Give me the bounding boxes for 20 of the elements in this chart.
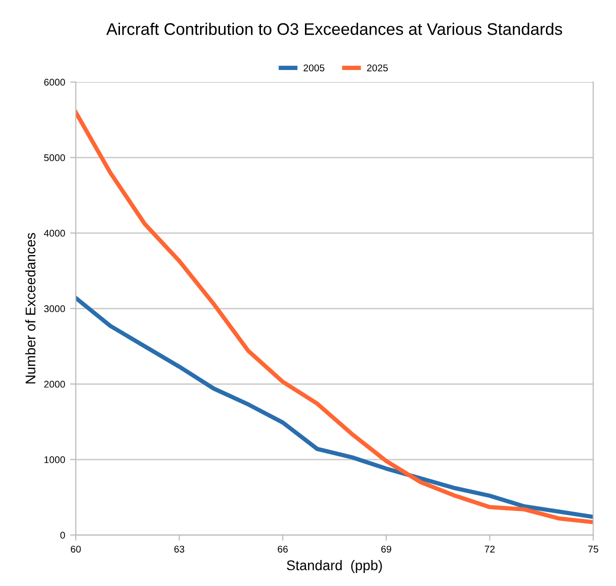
x-tick-label: 75	[588, 546, 598, 553]
x-tick-label: 60	[70, 546, 81, 553]
y-tick-label: 1000	[44, 456, 65, 464]
x-tick-label: 72	[484, 546, 495, 552]
y-tick-label: 5000	[44, 154, 65, 162]
y-tick-label: 4000	[44, 230, 65, 237]
y-tick-label: 2000	[44, 380, 65, 388]
x-tick-label: 69	[381, 546, 392, 553]
x-tick-label: 63	[174, 546, 184, 553]
line-series	[76, 110, 594, 524]
line-series	[76, 296, 594, 519]
legend-label: 2025	[367, 64, 388, 72]
y-axis-title: Number of Exceedances	[25, 232, 36, 384]
x-axis-title: Standard (ppb)	[286, 560, 382, 573]
y-tick-label: 6000	[44, 78, 65, 86]
legend-label: 2005	[304, 64, 324, 72]
x-tick-label: 66	[278, 546, 288, 553]
y-tick-label: 3000	[44, 305, 65, 312]
y-tick-label: 0	[60, 532, 65, 539]
chart-title: Aircraft Contribution to O3 Exceedances at Various Standards	[106, 22, 562, 35]
